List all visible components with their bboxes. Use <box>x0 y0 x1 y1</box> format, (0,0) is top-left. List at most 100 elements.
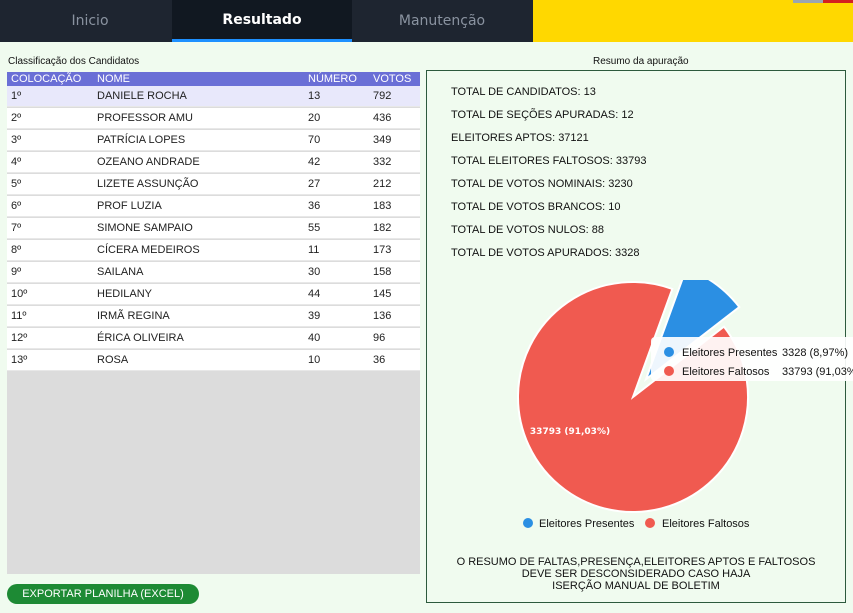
stat-eleitores-faltosos: TOTAL ELEITORES FALTOSOS: 33793 <box>451 155 647 167</box>
cell-votos: 436 <box>373 112 392 124</box>
tab-resultado[interactable]: Resultado <box>172 0 352 42</box>
cell-nome: ROSA <box>97 354 129 366</box>
cell-colocacao: 9º <box>11 266 22 278</box>
cell-colocacao: 13º <box>11 354 28 366</box>
tooltip-label-faltosos: Eleitores Faltosos <box>682 366 770 378</box>
cell-numero: 55 <box>308 222 321 234</box>
brand-banner <box>533 0 853 42</box>
table-row[interactable]: 13º ROSA 10 36 <box>7 350 420 371</box>
attendance-pie-chart[interactable]: 33793 (91,03%) Eleitores Presentes 3328 … <box>427 280 853 535</box>
ranking-grid[interactable]: COLOCAÇÃO NOME NÚMERO VOTOS 1º DANIELE RO… <box>7 72 420 574</box>
cell-votos: 96 <box>373 332 386 344</box>
table-row[interactable]: 9º SAILANA 30 158 <box>7 262 420 283</box>
table-row[interactable]: 12º ÉRICA OLIVEIRA 40 96 <box>7 328 420 349</box>
summary-disclaimer: O RESUMO DE FALTAS,PRESENÇA,ELEITORES AP… <box>430 556 842 592</box>
cell-colocacao: 8º <box>11 244 22 256</box>
cell-colocacao: 1º <box>11 90 22 102</box>
cell-numero: 44 <box>308 288 321 300</box>
stat-secoes-apuradas: TOTAL DE SEÇÕES APURADAS: 12 <box>451 109 634 121</box>
table-row[interactable]: 4º OZEANO ANDRADE 42 332 <box>7 152 420 173</box>
cell-votos: 158 <box>373 266 392 278</box>
tooltip-value-presentes: 3328 (8,97%) <box>782 347 848 359</box>
table-row[interactable]: 1º DANIELE ROCHA 13 792 <box>7 86 420 107</box>
cell-numero: 10 <box>308 354 321 366</box>
cell-numero: 30 <box>308 266 321 278</box>
stat-total-candidatos: TOTAL DE CANDIDATOS: 13 <box>451 86 596 98</box>
legend-item-faltosos[interactable]: Eleitores Faltosos <box>662 518 750 530</box>
table-row[interactable]: 8º CÍCERA MEDEIROS 11 173 <box>7 240 420 261</box>
disclaimer-line-2: DEVE SER DESCONSIDERADO CASO HAJA <box>521 568 751 580</box>
cell-numero: 11 <box>308 244 320 256</box>
cell-colocacao: 3º <box>11 134 22 146</box>
cell-votos: 183 <box>373 200 392 212</box>
ranking-title: Classificação dos Candidatos <box>8 56 140 67</box>
column-header-nome[interactable]: NOME <box>97 73 130 85</box>
cell-votos: 182 <box>373 222 392 234</box>
cell-colocacao: 5º <box>11 178 22 190</box>
table-row[interactable]: 11º IRMÃ REGINA 39 136 <box>7 306 420 327</box>
stat-votos-nulos: TOTAL DE VOTOS NULOS: 88 <box>451 224 605 236</box>
cell-nome: PROF LUZIA <box>97 200 162 212</box>
column-header-numero[interactable]: NÚMERO <box>308 73 357 85</box>
cell-votos: 173 <box>373 244 392 256</box>
cell-colocacao: 7º <box>11 222 22 234</box>
cell-colocacao: 12º <box>11 332 28 344</box>
cell-numero: 39 <box>308 310 321 322</box>
stat-votos-apurados: TOTAL DE VOTOS APURADOS: 3328 <box>451 247 640 259</box>
cell-colocacao: 10º <box>11 288 28 300</box>
chart-legend: Eleitores Presentes Eleitores Faltosos <box>523 518 750 530</box>
stat-votos-nominais: TOTAL DE VOTOS NOMINAIS: 3230 <box>451 178 633 190</box>
chart-tooltip: Eleitores Presentes 3328 (8,97%) Eleitor… <box>651 337 853 381</box>
tooltip-marker-presentes <box>664 347 674 357</box>
cell-nome: SIMONE SAMPAIO <box>97 222 193 234</box>
cell-numero: 42 <box>308 156 321 168</box>
table-row[interactable]: 6º PROF LUZIA 36 183 <box>7 196 420 217</box>
cell-nome: PROFESSOR AMU <box>97 112 193 124</box>
table-row[interactable]: 10º HEDILANY 44 145 <box>7 284 420 305</box>
table-row[interactable]: 7º SIMONE SAMPAIO 55 182 <box>7 218 420 239</box>
cell-colocacao: 6º <box>11 200 22 212</box>
cell-nome: HEDILANY <box>97 288 153 300</box>
cell-nome: IRMÃ REGINA <box>97 310 170 322</box>
table-row[interactable]: 2º PROFESSOR AMU 20 436 <box>7 108 420 129</box>
tab-inicio[interactable]: Inicio <box>71 13 109 29</box>
summary-title: Resumo da apuração <box>593 56 689 67</box>
cell-votos: 212 <box>373 178 392 190</box>
export-excel-button[interactable]: EXPORTAR PLANILHA (EXCEL) <box>7 584 199 604</box>
grid-header: COLOCAÇÃO NOME NÚMERO VOTOS <box>7 72 420 86</box>
cell-nome: SAILANA <box>97 266 144 278</box>
cell-nome: LIZETE ASSUNÇÃO <box>97 178 199 190</box>
stat-eleitores-aptos: ELEITORES APTOS: 37121 <box>451 132 589 144</box>
tooltip-value-faltosos: 33793 (91,03%) <box>782 366 853 378</box>
disclaimer-line-1: O RESUMO DE FALTAS,PRESENÇA,ELEITORES AP… <box>456 556 816 568</box>
stat-votos-brancos: TOTAL DE VOTOS BRANCOS: 10 <box>451 201 621 213</box>
tab-manutencao[interactable]: Manutenção <box>398 13 486 29</box>
cell-votos: 36 <box>373 354 386 366</box>
cell-nome: CÍCERA MEDEIROS <box>97 244 200 256</box>
cell-colocacao: 4º <box>11 156 22 168</box>
cell-colocacao: 11º <box>11 310 27 322</box>
table-row[interactable]: 3º PATRÍCIA LOPES 70 349 <box>7 130 420 151</box>
cell-colocacao: 2º <box>11 112 22 124</box>
window-close-strip <box>823 0 853 3</box>
cell-numero: 27 <box>308 178 321 190</box>
legend-marker-presentes <box>523 518 533 528</box>
legend-item-presentes[interactable]: Eleitores Presentes <box>539 518 635 530</box>
table-row[interactable]: 5º LIZETE ASSUNÇÃO 27 212 <box>7 174 420 195</box>
column-header-votos[interactable]: VOTOS <box>373 73 412 85</box>
cell-nome: OZEANO ANDRADE <box>97 156 200 168</box>
cell-votos: 792 <box>373 90 392 102</box>
cell-numero: 36 <box>308 200 321 212</box>
pie-slice-faltosos[interactable] <box>517 281 749 513</box>
cell-nome: PATRÍCIA LOPES <box>97 134 186 146</box>
cell-numero: 70 <box>308 134 321 146</box>
tooltip-label-presentes: Eleitores Presentes <box>682 347 778 359</box>
cell-numero: 20 <box>308 112 321 124</box>
pie-data-label: 33793 (91,03%) <box>530 427 610 437</box>
legend-marker-faltosos <box>645 518 655 528</box>
cell-nome: DANIELE ROCHA <box>97 90 187 102</box>
window-control-strip <box>793 0 823 3</box>
cell-numero: 40 <box>308 332 321 344</box>
cell-nome: ÉRICA OLIVEIRA <box>97 332 184 344</box>
column-header-colocacao[interactable]: COLOCAÇÃO <box>11 73 82 85</box>
